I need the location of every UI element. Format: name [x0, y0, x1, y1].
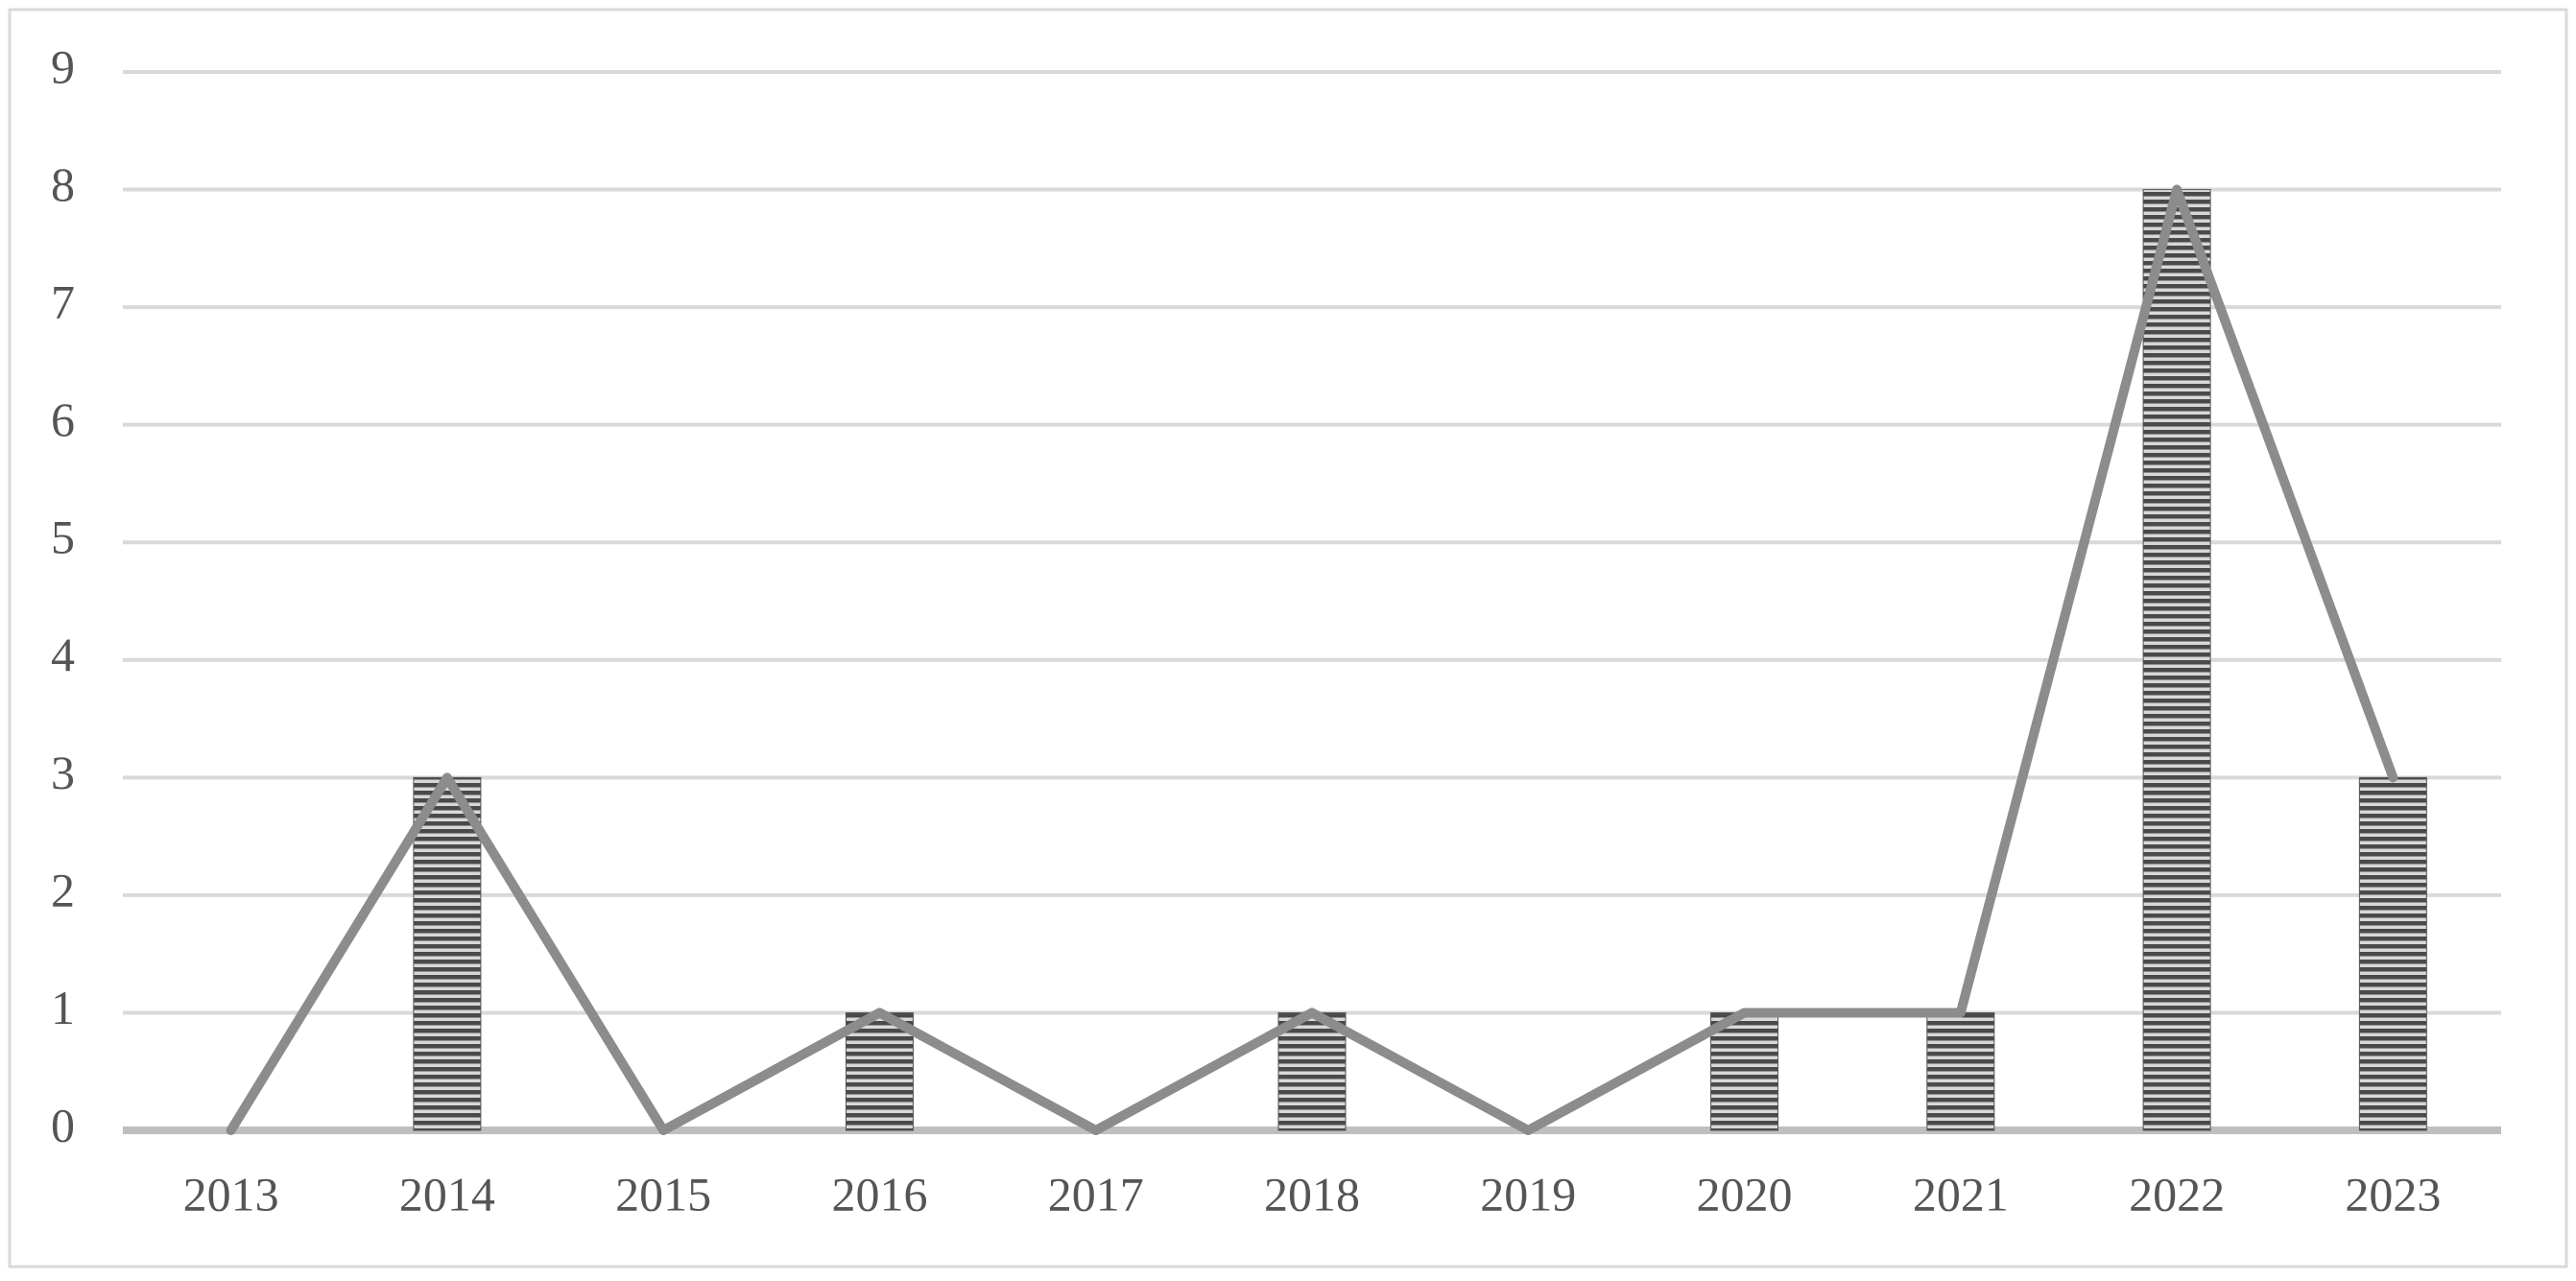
y-tick-label: 6 — [51, 392, 75, 446]
y-tick-label: 9 — [51, 39, 75, 93]
x-tick-label: 2017 — [1048, 1167, 1144, 1221]
x-tick-label: 2023 — [2345, 1167, 2441, 1221]
y-tick-label: 2 — [51, 863, 75, 916]
bar — [1926, 1011, 1995, 1131]
bar — [845, 1011, 914, 1131]
y-tick-label: 8 — [51, 157, 75, 211]
y-tick-label: 4 — [51, 628, 75, 681]
bar — [1277, 1011, 1347, 1131]
bar — [2358, 776, 2427, 1131]
y-tick-label: 5 — [51, 510, 75, 564]
x-tick-label: 2021 — [1913, 1167, 2009, 1221]
x-tick-label: 2013 — [183, 1167, 279, 1221]
y-tick-label: 1 — [51, 981, 75, 1034]
x-tick-label: 2015 — [615, 1167, 711, 1221]
x-tick-label: 2022 — [2129, 1167, 2225, 1221]
y-tick-label: 7 — [51, 275, 75, 329]
x-tick-label: 2016 — [831, 1167, 927, 1221]
x-tick-label: 2018 — [1264, 1167, 1360, 1221]
bar — [413, 776, 482, 1131]
bar — [2142, 189, 2211, 1131]
y-tick-label: 0 — [51, 1098, 75, 1151]
line — [226, 184, 2398, 1135]
x-tick-label: 2014 — [399, 1167, 495, 1221]
bar — [1710, 1011, 1779, 1131]
y-tick-label: 3 — [51, 746, 75, 799]
x-tick-label: 2020 — [1697, 1167, 1793, 1221]
x-tick-label: 2019 — [1480, 1167, 1576, 1221]
